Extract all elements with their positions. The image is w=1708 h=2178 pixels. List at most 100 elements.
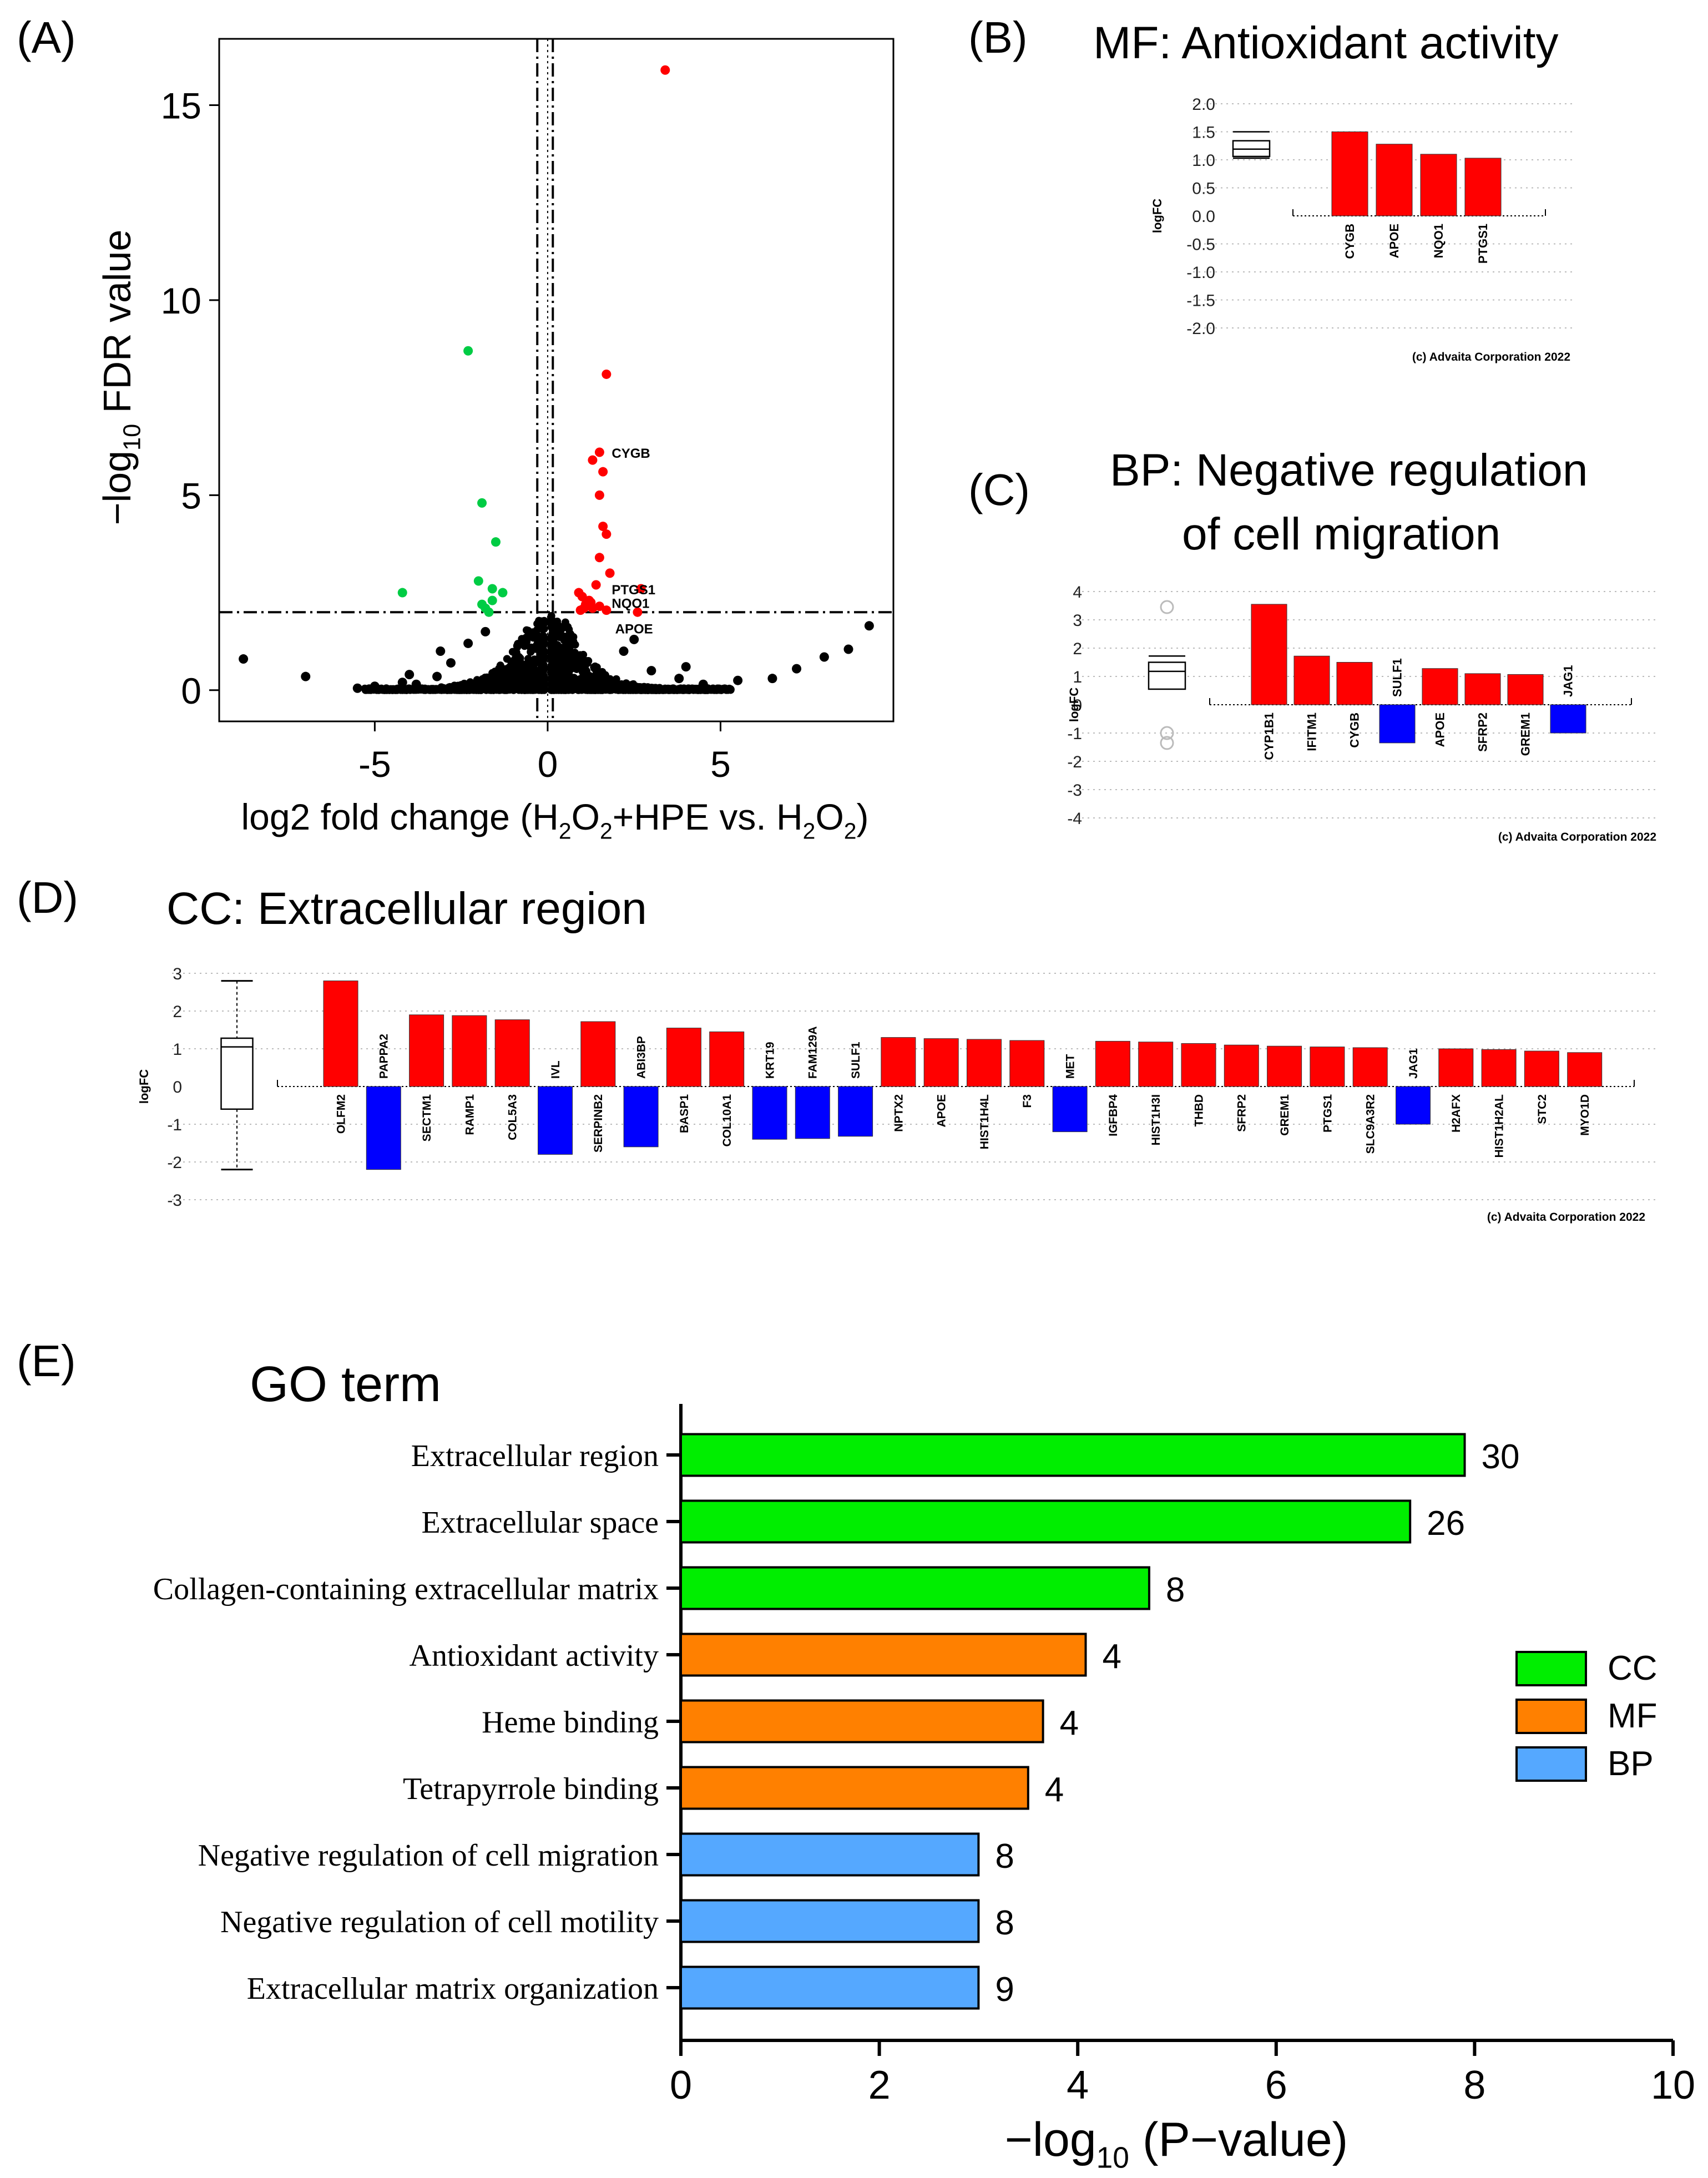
y-tick-label: 0 [173,1078,182,1096]
ns-point [392,685,401,694]
ns-point [600,680,609,689]
y-tick-label: 15 [161,85,201,126]
ns-point [513,663,522,671]
ns-point [421,686,429,694]
ns-point [547,612,555,620]
category-label-grem1: GREM1 [1519,712,1533,756]
panel-label-a: (A) [17,13,76,62]
ns-point [591,662,599,670]
bar-col10a1 [709,1031,745,1087]
ns-point [505,665,513,673]
category-label-igfbp4: IGFBP4 [1107,1094,1120,1136]
y-tick-label: 5 [181,475,201,516]
ns-point [564,638,573,646]
category-label-sfrp2: SFRP2 [1236,1094,1249,1132]
ns-point [617,683,625,691]
up-point [594,553,604,563]
ns-point [539,656,548,664]
category-label-apoe: APOE [936,1094,948,1128]
category-label-sulf1: SULF1 [1391,658,1404,697]
category-label-nqo1: NQO1 [1432,224,1446,258]
category-label-hist1h4l: HIST1H4L [978,1094,991,1149]
y-tick-label: 0.0 [1192,208,1215,226]
ns-point [540,648,548,656]
bar-igfbp4 [1095,1040,1130,1087]
up-point [598,467,608,477]
bar-negative-regulation-of-cell-motility [680,1899,980,1943]
copyright-text: (c) Advaita Corporation 2022 [1498,831,1656,843]
down-point [463,346,473,356]
ns-point [559,623,568,631]
bar-hist1h3i [1138,1042,1174,1087]
x-tick-label: 8 [1463,2063,1485,2108]
y-tick-label: -2 [167,1154,182,1172]
category-label-cyp1b1: CYP1B1 [1262,712,1276,760]
ns-point [767,674,777,684]
ns-point [733,675,743,685]
y-tick-label: 2 [173,1003,182,1021]
box-outlier [1160,600,1174,614]
ns-point [629,634,639,644]
ns-point [301,671,311,681]
bar-olfm2 [323,981,358,1087]
bar-myo1d [1567,1052,1603,1087]
x-axis-label: −log10 (P−value) [1005,2113,1348,2175]
box-iqr [1148,661,1186,690]
category-label-grem1: GREM1 [1279,1094,1291,1136]
bar-cygb [1331,132,1368,216]
bar-tetrapyrrole-binding [680,1766,1029,1810]
ns-point [587,683,595,691]
bar-h2afx [1438,1048,1474,1087]
copyright-text: (c) Advaita Corporation 2022 [1487,1211,1645,1224]
down-point [477,599,487,609]
ns-point [864,621,874,631]
y-tick-label: -1.0 [1186,264,1215,282]
x-tick-label: -5 [358,744,391,785]
y-tick-label: -1.5 [1186,292,1215,310]
category-label-jag1: JAG1 [1562,665,1575,697]
category-label-col5a3: COL5A3 [507,1094,519,1140]
ns-point [506,681,514,689]
ns-point [626,685,634,693]
ns-point [533,634,542,643]
bar-extracellular-region [680,1433,1466,1477]
panel-label-c: (C) [968,465,1030,514]
bar-cyp1b1 [1251,604,1287,705]
ns-point [528,630,537,639]
ns-point [465,684,473,693]
bar-extracellular-space [680,1499,1412,1544]
ns-point [726,685,735,693]
cell-migration-bar-chart: -4 -3 -2 -1 0 1 2 3 4 logFC CYP1B1 IFITM1 CYGB SULF1 A… [1067,583,1659,843]
bar-ptgs1 [1310,1047,1345,1087]
up-point [602,529,612,539]
panel-label-d: (D) [17,873,78,922]
ns-point [680,685,688,694]
ns-point [519,685,527,693]
go-term-label-negative-regulation-of-cell-migration: Negative regulation of cell migration [198,1838,659,1873]
x-tick-label: 0 [670,2063,692,2108]
bar-pappa2 [366,1086,401,1170]
extracellular-bar-chart: -3 -2 -1 0 1 2 3 logFC OLFM2 PAPPA2 SECTM1 RAMP1 COL… [137,965,1659,1224]
bar-serpinb2 [580,1021,616,1087]
ns-point [509,671,517,679]
ns-point [579,650,588,659]
ns-point [579,668,587,676]
category-label-sfrp2: SFRP2 [1476,712,1490,752]
ns-point [384,685,392,693]
bar-sfrp2 [1224,1044,1259,1087]
ns-point [569,680,577,688]
annotation-cygb: CYGB [612,446,650,461]
bar-jag1 [1396,1086,1431,1125]
bar-heme-binding [680,1699,1044,1744]
bar-grem1 [1507,674,1544,705]
y-tick-label: 1 [1073,668,1082,686]
up-point [594,447,604,457]
up-point [636,584,646,594]
ns-point [843,644,853,654]
x-tick-label: 6 [1265,2063,1287,2108]
ns-point [533,620,542,628]
bar-apoe [1422,668,1458,705]
up-point [633,607,643,617]
ns-point [524,666,533,674]
go-term-label-extracellular-matrix-organization: Extracellular matrix organization [247,1972,659,2006]
